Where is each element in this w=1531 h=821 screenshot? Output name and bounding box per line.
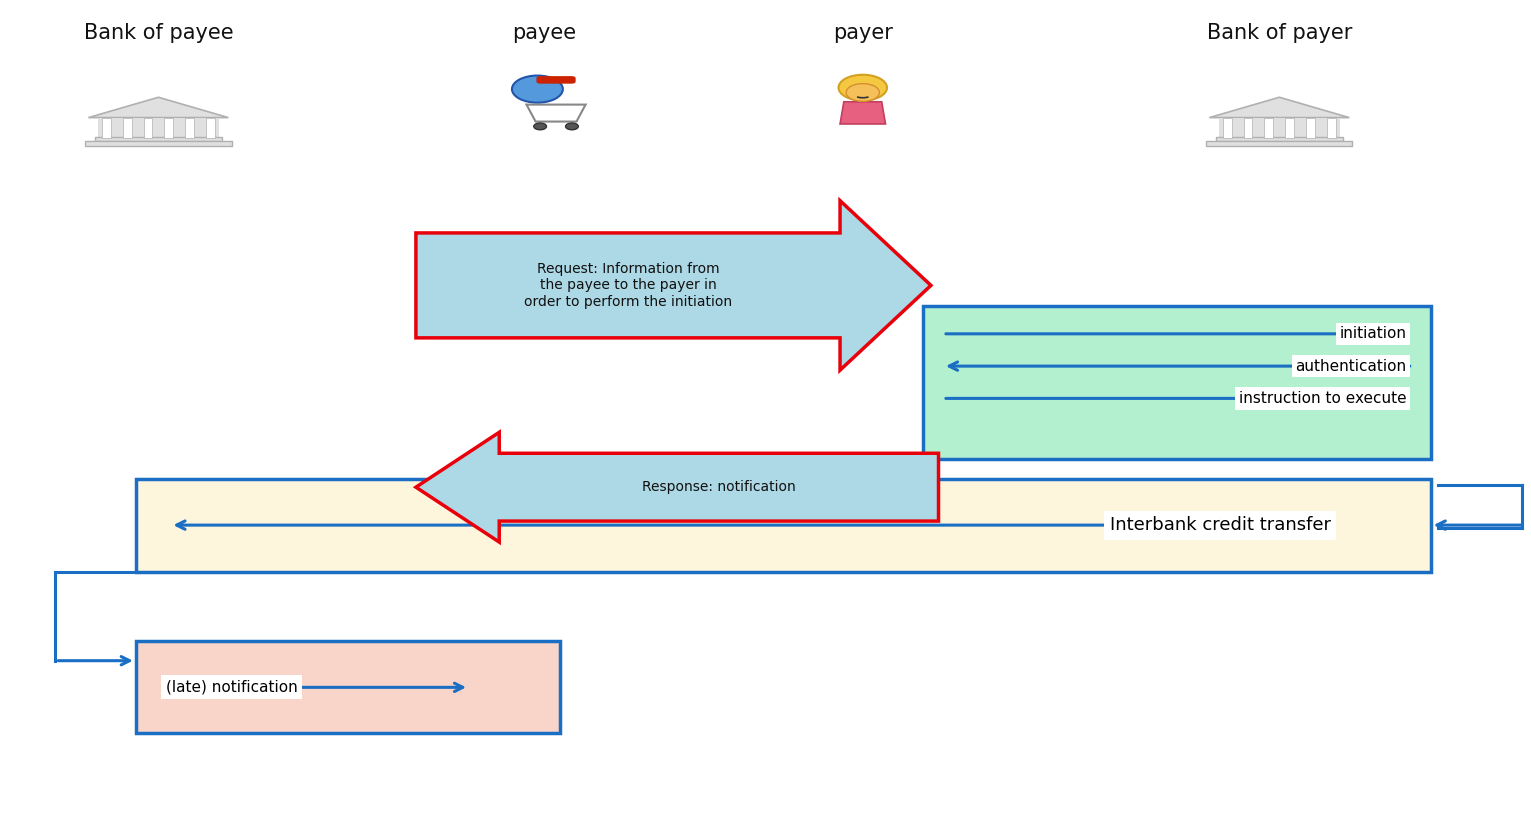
Bar xyxy=(1306,118,1315,138)
FancyBboxPatch shape xyxy=(923,305,1431,459)
Circle shape xyxy=(534,123,547,130)
Bar xyxy=(95,137,222,141)
Circle shape xyxy=(511,76,563,103)
Bar xyxy=(1243,118,1252,138)
Text: Response: notification: Response: notification xyxy=(641,480,796,494)
Bar xyxy=(1219,118,1340,138)
Text: payee: payee xyxy=(513,23,577,44)
Bar xyxy=(98,118,219,138)
Text: (late) notification: (late) notification xyxy=(165,680,297,695)
Bar xyxy=(1223,118,1231,138)
Polygon shape xyxy=(1209,97,1349,117)
Bar xyxy=(144,118,153,138)
FancyBboxPatch shape xyxy=(537,77,576,83)
Text: Request: Information from
the payee to the payer in
order to perform the initiat: Request: Information from the payee to t… xyxy=(524,262,732,309)
Bar xyxy=(86,141,231,146)
Text: Interbank credit transfer: Interbank credit transfer xyxy=(1110,516,1330,534)
Bar xyxy=(1327,118,1337,138)
FancyBboxPatch shape xyxy=(136,640,560,733)
Polygon shape xyxy=(841,102,885,124)
Polygon shape xyxy=(416,433,939,542)
Text: Bank of payee: Bank of payee xyxy=(84,23,233,44)
Bar xyxy=(1216,137,1343,141)
Bar xyxy=(185,118,194,138)
Text: authentication: authentication xyxy=(1295,359,1407,374)
Text: initiation: initiation xyxy=(1340,326,1407,342)
Polygon shape xyxy=(89,97,228,117)
Circle shape xyxy=(847,84,879,101)
Text: instruction to execute: instruction to execute xyxy=(1239,391,1407,406)
Circle shape xyxy=(565,123,579,130)
Text: Bank of payer: Bank of payer xyxy=(1206,23,1352,44)
Bar xyxy=(1206,141,1352,146)
Bar xyxy=(207,118,214,138)
Circle shape xyxy=(839,75,886,100)
Bar xyxy=(101,118,110,138)
Bar xyxy=(164,118,173,138)
FancyBboxPatch shape xyxy=(136,479,1431,572)
Polygon shape xyxy=(416,200,931,370)
Text: payer: payer xyxy=(833,23,893,44)
Bar xyxy=(1265,118,1274,138)
Bar xyxy=(1286,118,1294,138)
Bar xyxy=(122,118,132,138)
